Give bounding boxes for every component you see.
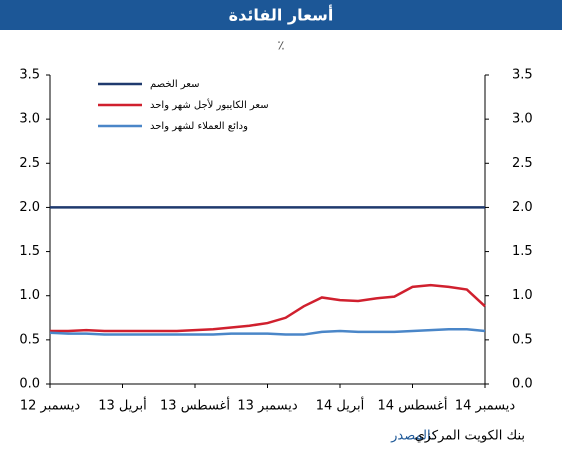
legend-label: ودائع العملاء لشهر واحد	[150, 121, 248, 132]
series-line	[50, 283, 486, 333]
x-tick-label: ديسمبر 14	[455, 399, 516, 414]
y2-tick-label: 0.5	[512, 332, 533, 347]
y2-tick-label: 3.0	[512, 112, 533, 127]
source: بنك الكويت المركزي	[415, 429, 525, 444]
y2-tick-label: 2.0	[512, 200, 533, 215]
series-line	[49, 328, 486, 336]
title-bar	[0, 0, 562, 30]
y2-tick-label: 1.5	[512, 244, 533, 259]
y2-tick-label: 2.5	[512, 156, 533, 171]
legend-label: سعر الكايبور لأجل شهر واحد	[150, 98, 269, 111]
y-tick-label: 3.0	[19, 112, 40, 127]
y-tick-label: 0.0	[19, 377, 40, 392]
chart-title: أسعار الفائدة	[229, 5, 334, 25]
y-tick-label: 1.5	[19, 244, 40, 259]
legend-label: سعر الخصم	[150, 79, 200, 90]
x-tick-label: ديسمبر 12	[20, 399, 81, 414]
y2-tick-label: 3.5	[512, 68, 533, 83]
chart-subtitle: ٪	[278, 39, 285, 54]
x-tick-label: أبريل 14	[316, 397, 365, 414]
x-tick-label: أغسطس 14	[378, 397, 448, 414]
x-tick-label: أبريل 13	[98, 397, 147, 414]
y-tick-label: 2.0	[19, 200, 40, 215]
y2-tick-label: 0.0	[512, 377, 533, 392]
y2-tick-label: 1.0	[512, 288, 533, 303]
source-label: المصدر:	[390, 429, 435, 444]
x-tick-label: ديسمبر 13	[237, 399, 298, 414]
y-tick-label: 3.5	[19, 68, 40, 83]
y-tick-label: 2.5	[19, 156, 40, 171]
y-tick-label: 0.5	[19, 332, 40, 347]
x-tick-label: أغسطس 13	[160, 397, 230, 414]
y-tick-label: 1.0	[19, 288, 40, 303]
